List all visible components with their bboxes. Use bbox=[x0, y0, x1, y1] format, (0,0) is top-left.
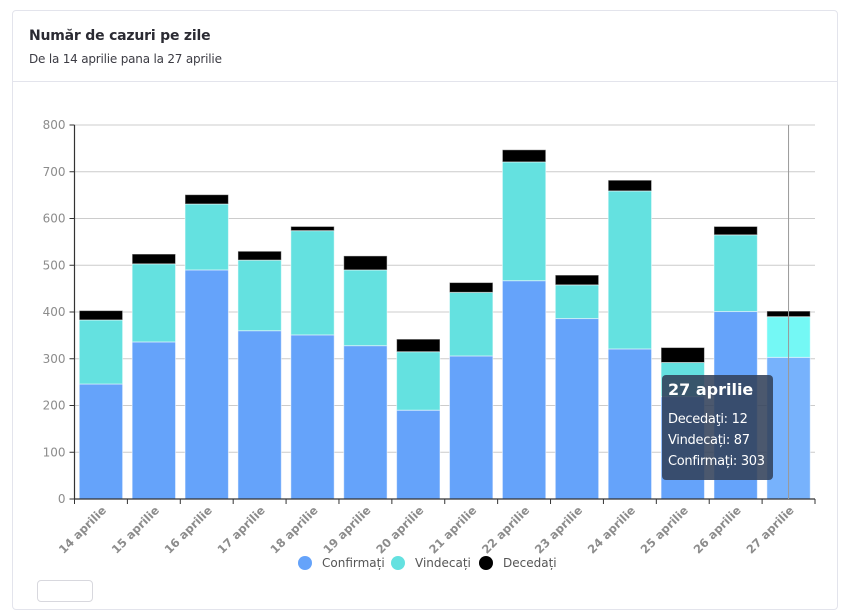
bar-deaths bbox=[343, 255, 388, 271]
bar-confirmed bbox=[396, 409, 441, 500]
x-tick-label: 19 aprilie bbox=[320, 503, 373, 556]
legend-circle-icon bbox=[479, 556, 493, 570]
y-tick-label: 500 bbox=[43, 258, 66, 272]
bar-recovered bbox=[78, 319, 124, 385]
bar-stack bbox=[184, 194, 229, 500]
x-tick-label: 24 aprilie bbox=[585, 503, 638, 556]
legend-item[interactable]: Decedați bbox=[479, 556, 557, 570]
y-tick-label: 800 bbox=[43, 118, 66, 132]
bar-confirmed bbox=[131, 341, 177, 500]
bar-confirmed bbox=[501, 280, 547, 500]
bar-stack bbox=[396, 338, 441, 500]
x-tick-label: 14 aprilie bbox=[56, 503, 109, 556]
card-header: Număr de cazuri pe zile De la 14 aprilie… bbox=[13, 11, 837, 82]
bar-confirmed bbox=[290, 334, 335, 500]
bar-stack bbox=[131, 253, 177, 500]
bar-recovered bbox=[449, 291, 494, 357]
bar-confirmed bbox=[554, 318, 600, 500]
tooltip-line-confirmed: Confirmați: 303 bbox=[668, 454, 765, 469]
x-tick-label: 26 aprilie bbox=[691, 503, 744, 556]
bar-stack bbox=[501, 149, 547, 500]
legend-label: Vindecați bbox=[415, 556, 471, 570]
bar-confirmed bbox=[343, 345, 388, 500]
tooltip-title: 27 aprilie bbox=[668, 380, 754, 399]
bar-recovered bbox=[554, 284, 600, 320]
bar-confirmed bbox=[184, 269, 229, 500]
legend-circle-icon bbox=[391, 556, 405, 570]
bar-deaths bbox=[290, 225, 335, 232]
bar-recovered bbox=[290, 230, 335, 336]
y-tick-label: 400 bbox=[43, 305, 66, 319]
bar-recovered bbox=[713, 234, 758, 313]
y-axis-ticks: 0 100 200 300 400 500 600 700 800 bbox=[43, 118, 75, 506]
legend-item[interactable]: Vindecați bbox=[391, 556, 471, 570]
bar-deaths bbox=[78, 310, 124, 321]
legend-circle-icon bbox=[298, 556, 312, 570]
y-tick-label: 600 bbox=[43, 212, 66, 226]
bar-deaths bbox=[131, 253, 177, 265]
x-tick-label: 16 aprilie bbox=[162, 503, 215, 556]
x-tick-label: 23 aprilie bbox=[532, 503, 585, 556]
bar-recovered bbox=[237, 259, 282, 332]
bar-stack bbox=[554, 274, 600, 500]
stacked-bar-chart: 0 100 200 300 400 500 600 700 800 14 aprilie 15 a… bbox=[43, 118, 816, 570]
bar-deaths bbox=[449, 282, 494, 293]
bar-recovered bbox=[396, 351, 441, 411]
bar-confirmed bbox=[237, 330, 282, 500]
bar-recovered bbox=[607, 190, 653, 350]
x-tick-label: 27 aprilie bbox=[743, 503, 796, 556]
chart-tooltip: 27 aprilie Decedaţi: 12 Vindecați: 87 Co… bbox=[662, 375, 773, 480]
bar-deaths bbox=[713, 225, 758, 236]
card-title: Număr de cazuri pe zile bbox=[29, 28, 211, 44]
bar-recovered bbox=[131, 263, 177, 343]
bar-deaths bbox=[554, 274, 600, 286]
x-tick-label: 25 aprilie bbox=[638, 503, 691, 556]
x-tick-label: 22 aprilie bbox=[479, 503, 532, 556]
x-tick-label: 21 aprilie bbox=[426, 503, 479, 556]
bottom-button[interactable] bbox=[37, 580, 93, 602]
bar-confirmed bbox=[78, 383, 124, 500]
y-tick-label: 300 bbox=[43, 352, 66, 366]
bar-stack bbox=[78, 310, 124, 500]
legend-item[interactable]: Confirmați bbox=[298, 556, 385, 570]
y-tick-label: 200 bbox=[43, 399, 66, 413]
y-tick-label: 100 bbox=[43, 445, 66, 459]
bar-recovered bbox=[343, 269, 388, 347]
bar-stack bbox=[237, 250, 282, 500]
legend-label: Decedați bbox=[503, 556, 557, 570]
x-tick-label: 18 aprilie bbox=[267, 503, 320, 556]
card-subtitle: De la 14 aprilie pana la 27 aprilie bbox=[29, 52, 222, 66]
bar-confirmed bbox=[449, 355, 494, 500]
bar-deaths bbox=[501, 149, 547, 163]
bar-confirmed bbox=[607, 348, 653, 500]
bar-recovered bbox=[501, 161, 547, 282]
y-tick-label: 700 bbox=[43, 165, 66, 179]
x-tick-label: 17 aprilie bbox=[215, 503, 268, 556]
bar-deaths bbox=[607, 179, 653, 192]
bar-stack bbox=[449, 282, 494, 500]
tooltip-line-deaths: Decedaţi: 12 bbox=[668, 412, 748, 427]
legend: Confirmați Vindecați Decedați bbox=[298, 556, 557, 570]
legend-label: Confirmați bbox=[322, 556, 385, 570]
bar-stack bbox=[290, 225, 335, 500]
bar-deaths bbox=[237, 250, 282, 261]
bar-deaths bbox=[396, 338, 441, 353]
x-tick-label: 15 aprilie bbox=[109, 503, 162, 556]
bar-stack bbox=[343, 255, 388, 500]
bar-stack bbox=[607, 179, 653, 500]
x-axis-ticks: 14 aprilie 15 aprilie 16 aprilie 17 aprilie… bbox=[56, 499, 816, 556]
bar-deaths bbox=[660, 347, 705, 363]
bar-deaths bbox=[184, 194, 229, 205]
tooltip-line-recovered: Vindecați: 87 bbox=[668, 433, 750, 448]
y-tick-label: 0 bbox=[58, 492, 66, 506]
bar-recovered bbox=[184, 203, 229, 271]
x-tick-label: 20 aprilie bbox=[373, 503, 426, 556]
